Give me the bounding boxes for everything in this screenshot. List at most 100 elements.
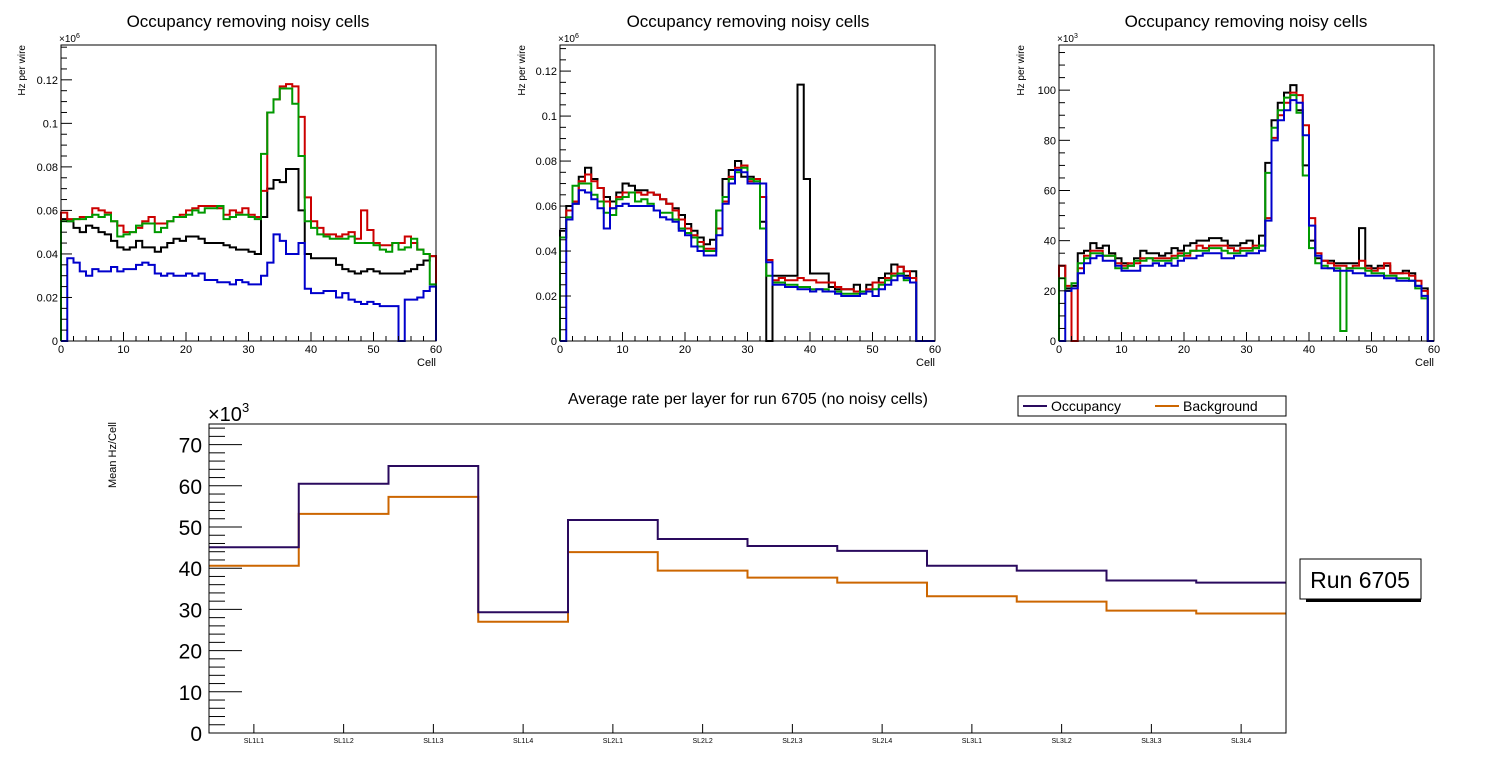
y-tick-label: 0.08 (37, 162, 58, 174)
x-category-label: SL2L4 (872, 738, 892, 745)
x-tick-label: 30 (242, 344, 254, 356)
y-tick-label: 0.02 (536, 291, 557, 303)
series-line-blue (61, 233, 437, 342)
y-tick-label: 0.04 (37, 249, 58, 261)
x-tick-label: 40 (305, 344, 317, 356)
series-line-background (209, 495, 1286, 623)
y-tick-label: 60 (1044, 185, 1056, 197)
y-tick-label: 20 (179, 641, 202, 664)
y-multiplier: ×106 (59, 33, 80, 45)
y-axis-label: Mean Hz/Cell (107, 422, 119, 488)
x-tick-label: 50 (866, 344, 878, 356)
x-tick-label: 20 (180, 344, 192, 356)
y-axis-label: Hz per wire (517, 45, 528, 96)
x-tick-label: 30 (1240, 344, 1252, 356)
chart-title: Occupancy removing noisy cells (627, 12, 870, 31)
legend-label-occupancy: Occupancy (1051, 398, 1121, 414)
y-tick-label: 0 (551, 336, 557, 348)
series-line-occupancy (209, 465, 1286, 614)
y-tick-label: 10 (179, 682, 202, 705)
x-axis-label: Cell (417, 357, 436, 369)
legend: Occupancy Background (1017, 395, 1287, 417)
x-axis-label: Cell (916, 357, 935, 369)
x-tick-label: 50 (367, 344, 379, 356)
x-tick-label: 40 (1303, 344, 1315, 356)
x-category-label: SL1L3 (423, 738, 443, 745)
y-tick-label: 0.1 (542, 111, 557, 123)
y-tick-label: 40 (1044, 236, 1056, 248)
chart-title: Average rate per layer for run 6705 (no … (568, 391, 928, 408)
plot-frame (208, 423, 1287, 734)
series-line-blue (1059, 99, 1434, 342)
y-tick-label: 70 (179, 435, 202, 458)
y-tick-label: 50 (179, 517, 202, 540)
y-axis-label: Hz per wire (1016, 45, 1027, 96)
x-category-label: SL1L4 (513, 738, 533, 745)
x-tick-label: 60 (929, 344, 941, 356)
x-category-label: SL3L4 (1231, 738, 1251, 745)
series-line-blue (560, 169, 935, 342)
x-axis-label: Cell (1415, 357, 1434, 369)
x-tick-label: 60 (1428, 344, 1440, 356)
chart-panel-1: Occupancy removing noisy cells 0 10 20 30 40 5… (17, 12, 442, 369)
x-tick-label: 60 (430, 344, 442, 356)
x-tick-label: 50 (1365, 344, 1377, 356)
series-line-black (1058, 84, 1434, 342)
legend-label-background: Background (1183, 398, 1258, 414)
series-line-green (1058, 94, 1434, 342)
y-tick-label: 0.06 (536, 201, 557, 213)
x-tick-label: 10 (117, 344, 129, 356)
annotation-text: Run 6705 (1310, 567, 1410, 593)
y-tick-label: 0.1 (43, 118, 58, 130)
annotation-shadow (1306, 598, 1421, 602)
y-tick-label: 60 (179, 476, 202, 499)
x-category-label: SL1L2 (334, 738, 354, 745)
x-tick-label: 10 (616, 344, 628, 356)
y-tick-label: 30 (179, 599, 202, 622)
x-category-label: SL2L1 (603, 738, 623, 745)
series-line-red (1058, 91, 1434, 342)
chart-title: Occupancy removing noisy cells (127, 12, 370, 31)
annotation-box (1299, 558, 1422, 600)
y-tick-label: 0 (52, 336, 58, 348)
y-tick-label: 0 (1050, 336, 1056, 348)
y-tick-label: 40 (179, 558, 202, 581)
y-multiplier-exp: 3 (1074, 33, 1078, 40)
x-category-label: SL1L1 (244, 738, 264, 745)
y-multiplier-exp: 3 (242, 400, 249, 415)
x-tick-label: 0 (557, 344, 563, 356)
plot-frame (1058, 44, 1435, 342)
chart-panel-4: Average rate per layer for run 6705 (no … (107, 391, 1422, 746)
x-category-label: SL3L2 (1052, 738, 1072, 745)
y-tick-label: 0.08 (536, 156, 557, 168)
y-tick-label: 0.06 (37, 205, 58, 217)
chart-panel-2: Occupancy removing noisy cells 0 10 20 30 40 5… (517, 12, 941, 369)
x-tick-label: 20 (1178, 344, 1190, 356)
y-multiplier: ×103 (208, 400, 249, 426)
y-axis-label: Hz per wire (17, 45, 28, 96)
x-category-label: SL3L3 (1141, 738, 1161, 745)
series-line-green (60, 87, 437, 341)
y-multiplier: ×103 (1057, 33, 1078, 45)
x-category-label: SL2L3 (782, 738, 802, 745)
y-tick-label: 0.12 (37, 75, 58, 87)
y-tick-label: 100 (1038, 85, 1056, 97)
x-tick-label: 30 (741, 344, 753, 356)
x-category-label: SL2L2 (693, 738, 713, 745)
y-tick-label: 0.02 (37, 292, 58, 304)
y-tick-label: 0.12 (536, 66, 557, 78)
x-category-label: SL3L1 (962, 738, 982, 745)
x-tick-label: 20 (679, 344, 691, 356)
y-multiplier: ×106 (558, 33, 579, 45)
y-tick-label: 0 (190, 723, 202, 746)
y-tick-label: 20 (1044, 286, 1056, 298)
plot-frame (60, 44, 437, 342)
legend-box (1017, 395, 1287, 417)
series-line-red (60, 83, 437, 341)
x-tick-label: 0 (58, 344, 64, 356)
y-tick-label: 80 (1044, 135, 1056, 147)
series-line-black (60, 168, 437, 341)
y-tick-label: 0.04 (536, 246, 557, 258)
y-multiplier-exp: 6 (76, 33, 80, 40)
x-tick-label: 0 (1056, 344, 1062, 356)
